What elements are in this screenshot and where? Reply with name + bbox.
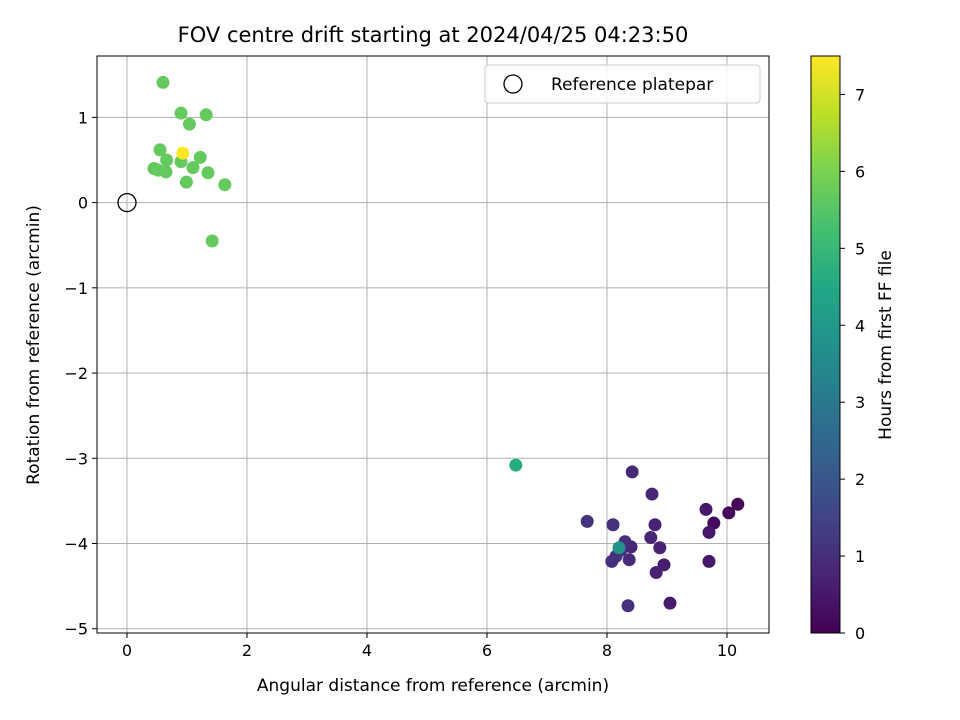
x-tick-label: 8 bbox=[602, 641, 612, 660]
y-axis-label: Rotation from reference (arcmin) bbox=[24, 205, 44, 485]
legend: Reference platepar bbox=[484, 64, 761, 104]
data-point bbox=[153, 143, 167, 157]
data-point bbox=[622, 553, 636, 567]
data-point bbox=[663, 596, 677, 610]
data-point bbox=[176, 146, 190, 160]
data-point bbox=[509, 458, 523, 472]
y-tick-label: −1 bbox=[64, 279, 88, 298]
x-axis-ticks: 0 2 4 6 8 10 bbox=[122, 633, 737, 660]
x-tick-label: 10 bbox=[717, 641, 737, 660]
x-axis-label: Angular distance from reference (arcmin) bbox=[257, 676, 609, 696]
colorbar-frame bbox=[810, 55, 841, 634]
y-tick-label: −4 bbox=[64, 535, 88, 554]
colorbar-tick-label: 5 bbox=[855, 239, 865, 258]
data-point bbox=[174, 106, 188, 120]
data-point bbox=[160, 153, 174, 167]
data-point bbox=[159, 165, 173, 179]
data-point bbox=[201, 166, 215, 180]
data-point bbox=[702, 525, 716, 539]
plot-frame bbox=[96, 55, 770, 634]
data-point bbox=[699, 502, 713, 516]
colorbar-tick-label: 0 bbox=[855, 624, 865, 643]
data-point bbox=[193, 150, 207, 164]
y-tick-label: −3 bbox=[64, 449, 88, 468]
data-point bbox=[645, 487, 659, 501]
data-point bbox=[648, 518, 662, 532]
legend-entry-reference-platepar: Reference platepar bbox=[551, 75, 713, 95]
x-tick-label: 6 bbox=[482, 641, 492, 660]
colorbar-tick-label: 3 bbox=[855, 393, 865, 412]
data-point bbox=[186, 161, 200, 175]
data-point bbox=[653, 541, 667, 555]
y-tick-label: −5 bbox=[64, 620, 88, 639]
data-point bbox=[644, 531, 658, 545]
y-tick-label: 1 bbox=[78, 108, 88, 127]
chart-title: FOV centre drift starting at 2024/04/25 … bbox=[178, 23, 689, 47]
data-point bbox=[605, 554, 619, 568]
y-axis-ticks: −5 −4 −3 −2 −1 0 1 bbox=[64, 108, 97, 639]
data-point bbox=[702, 554, 716, 568]
colorbar-tick-label: 7 bbox=[855, 85, 865, 104]
colorbar-tick-label: 2 bbox=[855, 470, 865, 489]
data-point bbox=[731, 497, 745, 511]
data-point bbox=[580, 514, 594, 528]
colorbar-label: Hours from first FF file bbox=[876, 250, 896, 440]
data-point bbox=[606, 518, 620, 532]
colorbar-tick-label: 6 bbox=[855, 162, 865, 181]
reference-platepar-marker bbox=[117, 192, 137, 213]
x-tick-label: 0 bbox=[122, 641, 132, 660]
data-point bbox=[649, 565, 663, 579]
y-tick-label: 0 bbox=[78, 194, 88, 213]
x-tick-label: 2 bbox=[242, 641, 252, 660]
legend-reference-marker bbox=[503, 74, 523, 94]
data-point bbox=[218, 178, 232, 192]
data-point bbox=[199, 108, 213, 122]
data-point bbox=[182, 117, 196, 131]
data-point bbox=[612, 541, 626, 555]
legend-box bbox=[484, 64, 761, 104]
grid-lines bbox=[97, 56, 769, 633]
data-point bbox=[722, 506, 736, 520]
y-tick-label: −2 bbox=[64, 364, 88, 383]
data-point bbox=[625, 465, 639, 479]
colorbar-ticks: 0 1 2 3 4 5 6 7 bbox=[840, 85, 865, 643]
data-point bbox=[156, 75, 170, 89]
data-point bbox=[179, 175, 193, 189]
x-tick-label: 4 bbox=[362, 641, 372, 660]
data-point bbox=[205, 234, 219, 248]
colorbar: 0 1 2 3 4 5 6 7 Hours from first FF file bbox=[810, 55, 896, 643]
colorbar-tick-label: 1 bbox=[855, 547, 865, 566]
colorbar-tick-label: 4 bbox=[855, 316, 865, 335]
data-point bbox=[621, 599, 635, 613]
data-points bbox=[147, 75, 745, 613]
colorbar-gradient bbox=[811, 56, 840, 633]
